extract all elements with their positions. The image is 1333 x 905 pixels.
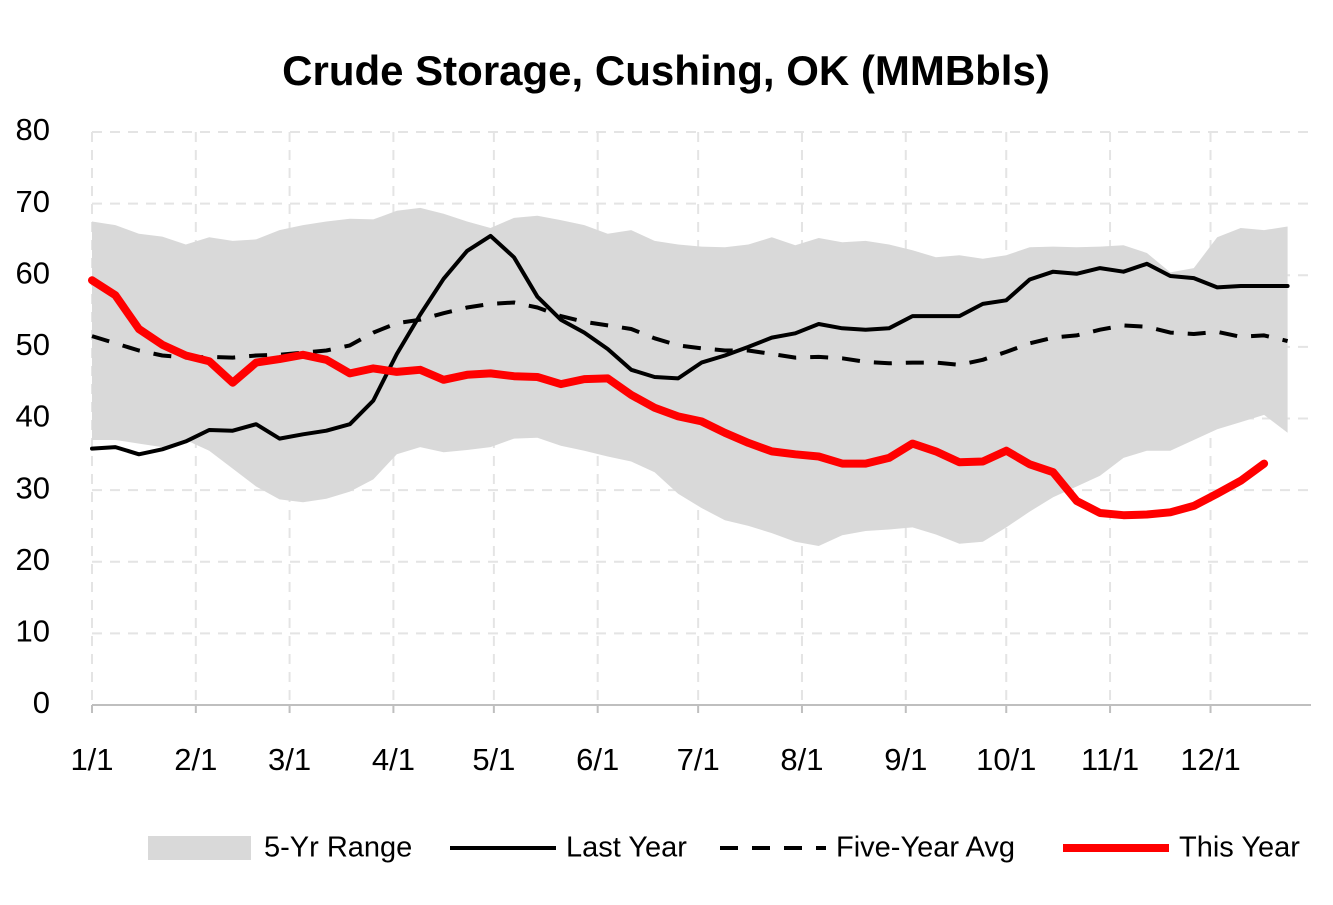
x-tick-label: 1/1 (70, 742, 113, 777)
y-tick-label: 20 (16, 542, 50, 577)
series-line (88, 276, 1269, 520)
legend-label: Five-Year Avg (836, 832, 1015, 864)
y-tick-label: 80 (16, 112, 50, 147)
x-tick-label: 10/1 (976, 742, 1036, 777)
y-tick-label: 50 (16, 327, 50, 362)
x-tick-label: 11/1 (1081, 742, 1139, 777)
legend-label: 5-Yr Range (264, 832, 412, 864)
y-tick-label: 40 (16, 399, 50, 434)
y-tick-label: 60 (16, 255, 50, 290)
legend-swatch (148, 836, 251, 860)
range-band (92, 207, 1288, 546)
y-tick-label: 10 (16, 614, 50, 649)
x-tick-label: 7/1 (677, 742, 720, 777)
series-line (90, 233, 1290, 457)
plot-area (88, 207, 1290, 546)
x-tick-label: 2/1 (174, 742, 217, 777)
y-tick-label: 0 (33, 685, 50, 720)
legend-label: This Year (1179, 832, 1300, 864)
x-tick-label: 5/1 (472, 742, 515, 777)
y-tick-label: 70 (16, 184, 50, 219)
legend-label: Last Year (566, 832, 687, 864)
legend: 5-Yr Range Last Year Five-Year Avg This Yea… (148, 832, 1300, 864)
x-tick-label: 12/1 (1180, 742, 1240, 777)
x-tick-label: 4/1 (372, 742, 415, 777)
x-tick-label: 6/1 (576, 742, 619, 777)
x-tick-label: 8/1 (780, 742, 823, 777)
x-tick-label: 3/1 (268, 742, 311, 777)
axes: 0 10 20 30 40 50 60 70 80 1/1 2/1 3/1 4/1 5/1 6/1 7/1 8/… (16, 112, 1311, 777)
x-tick-label: 9/1 (884, 742, 927, 777)
chart-title: Crude Storage, Cushing, OK (MMBbls) (282, 47, 1050, 94)
y-tick-label: 30 (16, 470, 50, 505)
